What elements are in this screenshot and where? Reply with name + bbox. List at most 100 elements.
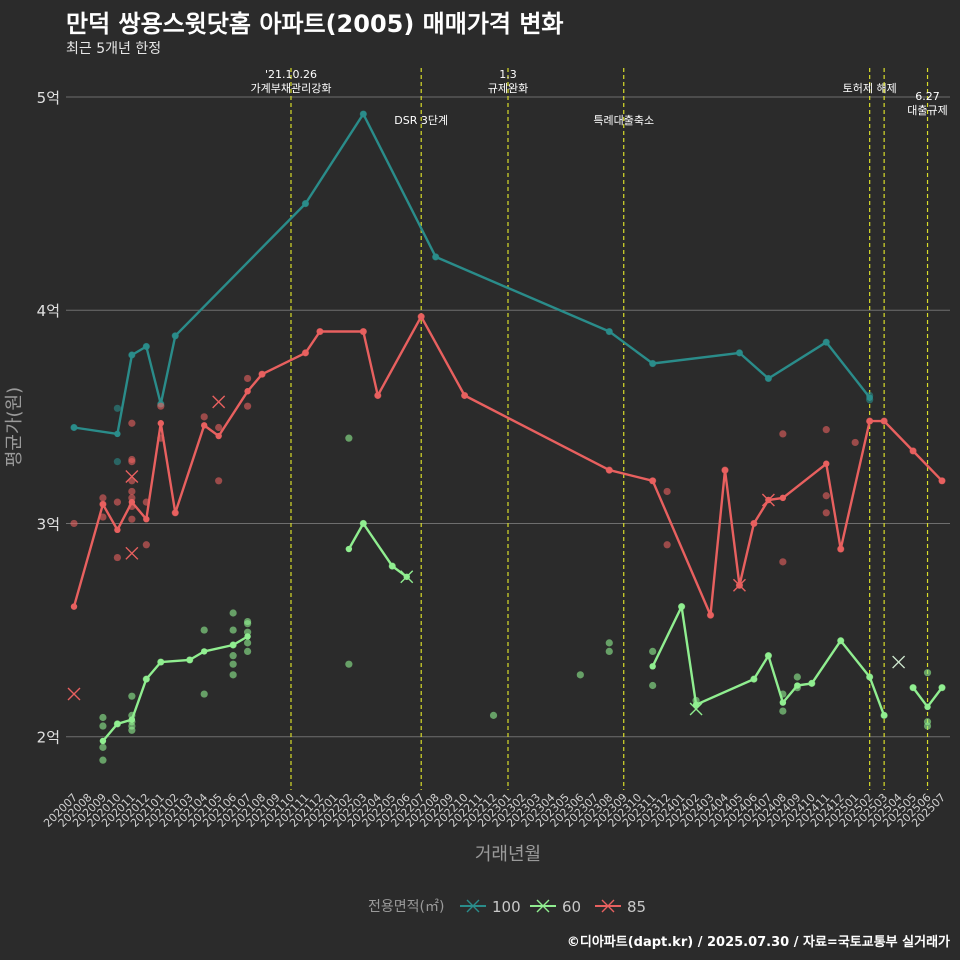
series-100 [70,110,874,466]
data-point [851,438,859,447]
event-label: DSR 3단계 [394,114,448,127]
line-vertex [866,673,873,681]
y-axis-label: 평균가(원) [4,387,25,467]
series-60 [99,434,946,764]
data-point [793,673,801,681]
line-vertex [808,680,815,687]
line-vertex [924,703,931,711]
line-vertex [750,675,758,683]
line-vertex [99,737,107,745]
data-point [229,609,237,617]
cross-marker [732,578,746,592]
event-label: 특례대출축소 [593,114,654,127]
legend: 전용면적(㎡) 100 60 85 [368,898,646,916]
cross-marker [689,702,703,716]
line-vertex [316,328,324,335]
line-vertex [938,684,946,691]
line-vertex [360,110,367,118]
line-vertex [201,648,208,655]
data-point [113,458,121,466]
chart-title: 만덕 쌍용스윗닷홈 아파트(2005) 매매가격 변화 [66,10,564,38]
line-vertex [143,515,150,523]
line-vertex [244,633,251,640]
series-line [347,522,408,578]
chart-subtitle: 최근 5개년 한정 [66,41,162,57]
line-vertex [201,422,208,429]
line-vertex [302,200,309,207]
line-vertex [707,611,714,619]
line-vertex [880,417,888,425]
line-vertex [128,351,136,359]
data-point [822,509,830,517]
data-point [113,553,121,562]
line-vertex [779,699,787,706]
data-point [99,756,107,764]
data-point [157,402,165,410]
series-line [651,605,886,716]
event-label: 6.27 대출규제 [907,90,947,117]
line-vertex [128,716,136,723]
data-point [649,647,657,655]
line-vertex [750,520,758,527]
data-point [779,558,787,566]
line-vertex [866,394,873,401]
data-point [779,707,787,715]
line-vertex [736,349,743,357]
y-tick-label: 5억 [37,89,60,107]
line-vertex [837,637,844,644]
data-point [244,402,252,410]
line-vertex [172,509,179,516]
line-vertex [418,313,425,320]
line-vertex [649,663,656,670]
line-vertex [432,253,439,261]
line-vertex [606,466,613,474]
line-vertex [302,349,309,357]
cross-marker [67,687,81,701]
data-series [67,110,946,764]
line-vertex [721,466,729,474]
line-vertex [172,332,179,340]
data-point [779,430,787,438]
data-point [244,647,252,655]
y-tick-label: 4억 [37,302,60,320]
series-line [73,112,871,436]
line-vertex [360,328,367,335]
series-line [72,315,943,617]
data-point [128,419,136,427]
data-point [113,404,121,412]
line-vertex [909,447,917,455]
data-point [576,671,584,679]
data-point [128,458,136,466]
data-point [244,639,252,647]
line-vertex [837,545,844,553]
line-vertex [374,392,381,399]
line-vertex [649,477,656,485]
line-vertex [114,430,121,438]
data-point [128,515,136,523]
line-vertex [823,339,830,346]
data-point [200,690,208,698]
data-point [200,413,208,421]
line-vertex [99,501,107,508]
line-vertex [938,477,946,485]
line-vertex [70,603,78,610]
line-vertex [345,545,353,553]
data-point [605,647,613,655]
data-point [70,519,78,528]
data-point [99,713,107,722]
x-axis: 2020072020082020092020102020112020122021… [41,791,948,830]
line-vertex [765,652,772,659]
data-point [215,423,223,432]
event-label: 1.3 규제완화 [488,68,528,95]
line-vertex [389,562,396,570]
y-tick-label: 2억 [37,729,60,747]
line-vertex [649,360,656,367]
data-point [99,743,107,751]
legend-label: 85 [627,898,646,916]
cross-marker [400,570,414,584]
data-point [128,487,136,496]
line-vertex [143,343,150,350]
line-vertex [229,641,237,649]
